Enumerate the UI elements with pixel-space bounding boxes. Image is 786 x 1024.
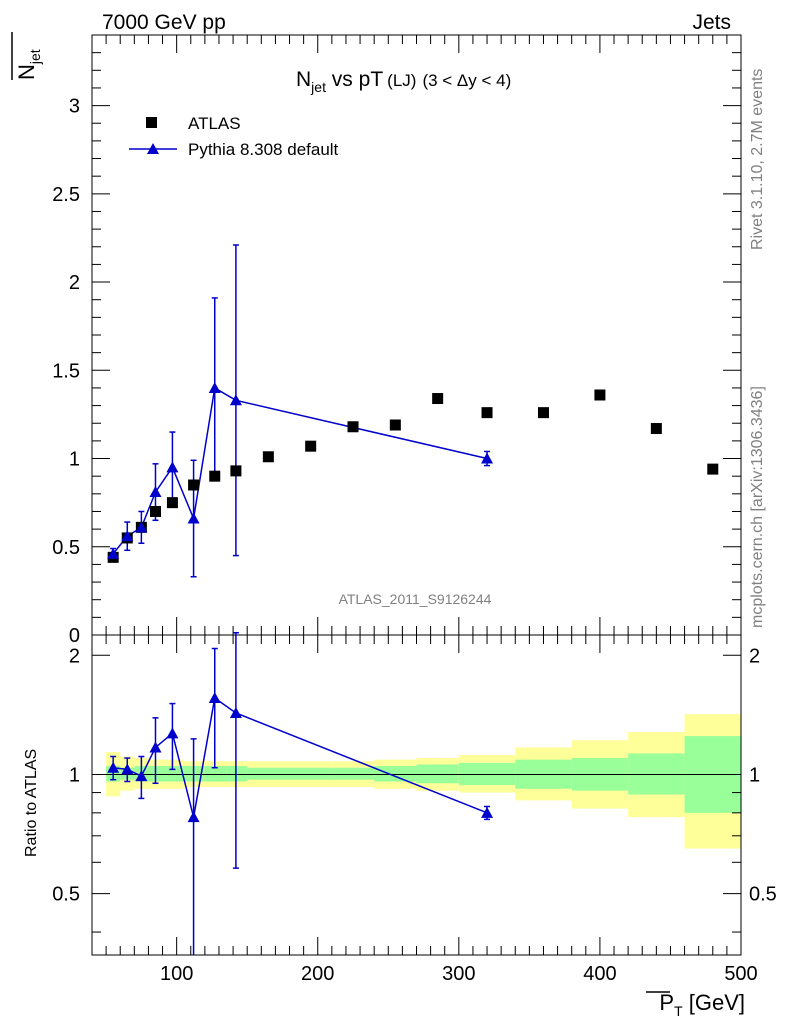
y-tick-label: 2.5 xyxy=(52,184,80,206)
y-tick-label: 1.5 xyxy=(52,360,80,382)
y-tick-label: 1 xyxy=(69,449,80,471)
atlas-point xyxy=(262,451,274,463)
x-tick-label: 100 xyxy=(160,963,193,985)
y-axis-label: Njet xyxy=(11,32,43,80)
y-tick-label: 0.5 xyxy=(52,537,80,559)
pythia-point xyxy=(208,381,221,393)
atlas-point xyxy=(166,497,178,509)
pythia-ratio-point xyxy=(107,761,120,773)
atlas-point xyxy=(650,423,662,435)
pythia-point xyxy=(166,461,179,473)
header-left: 7000 GeV pp xyxy=(102,11,226,34)
plot-title: Njet vs pT (LJ) (3 < Δy < 4) xyxy=(296,68,511,95)
svg-text:Njet: Njet xyxy=(14,49,43,80)
pythia-point xyxy=(149,486,162,498)
uncertainty-band-inner xyxy=(331,767,375,780)
atlas-point xyxy=(707,463,719,475)
svg-text:PT [GeV]: PT [GeV] xyxy=(659,990,745,1019)
header-right: Jets xyxy=(692,11,731,34)
atlas-point xyxy=(537,407,549,419)
x-axis-label: PT [GeV] xyxy=(646,990,745,1019)
main-panel: 0.5 1 1.5 2 2.5 3 0 xyxy=(52,34,742,647)
pythia-point xyxy=(229,394,242,406)
pythia-point xyxy=(481,452,494,464)
ratio-panel: 0.5 0.5 1 1 2 2 100 200 300 400 500 xyxy=(52,631,777,985)
atlas-point xyxy=(149,505,161,517)
legend-marker-pythia xyxy=(147,143,159,154)
atlas-point xyxy=(594,389,606,401)
pythia-ratio-point xyxy=(149,741,162,753)
ratio-y-tick-label-right: 2 xyxy=(749,645,760,667)
y-tick-label: 3 xyxy=(69,96,80,118)
atlas-point xyxy=(230,465,242,477)
x-tick-label: 300 xyxy=(442,963,475,985)
pythia-ratio-point xyxy=(208,691,221,703)
ratio-y-tick-label: 2 xyxy=(69,645,80,667)
atlas-point xyxy=(347,421,359,433)
legend-marker-atlas xyxy=(146,117,157,128)
x-tick-label: 200 xyxy=(301,963,334,985)
pythia-ratio-point xyxy=(187,811,200,823)
analysis-label: ATLAS_2011_S9126244 xyxy=(339,591,492,607)
atlas-point xyxy=(305,440,317,452)
atlas-point xyxy=(188,479,200,491)
pythia-ratio-point xyxy=(166,727,179,739)
uncertainty-band-inner xyxy=(374,766,417,782)
atlas-point xyxy=(209,470,221,482)
legend-label-pythia: Pythia 8.308 default xyxy=(188,140,339,159)
uncertainty-band-inner xyxy=(289,767,332,780)
pythia-ratio-point xyxy=(481,806,494,818)
ratio-y-axis-label: Ratio to ATLAS xyxy=(23,749,40,857)
pythia-ratio-line xyxy=(113,696,488,818)
x-tick-label: 400 xyxy=(583,963,616,985)
y-tick-label: 2 xyxy=(69,272,80,294)
ratio-y-tick-label: 0.5 xyxy=(52,884,80,906)
pythia-point xyxy=(121,530,134,542)
uncertainty-band-inner xyxy=(416,764,459,784)
pythia-ratio-point xyxy=(121,763,134,775)
y-tick-label-zero: 0 xyxy=(69,625,80,647)
uncertainty-band-inner xyxy=(204,766,227,782)
legend-label-atlas: ATLAS xyxy=(188,114,241,133)
pythia-point xyxy=(135,521,148,533)
x-tick-label: 500 xyxy=(724,963,757,985)
atlas-point xyxy=(389,419,401,431)
legend: ATLAS Pythia 8.308 default xyxy=(129,114,339,159)
ratio-y-tick-label: 1 xyxy=(69,764,80,786)
pythia-point xyxy=(187,512,200,524)
ratio-y-tick-label-right: 1 xyxy=(749,764,760,786)
uncertainty-band-inner xyxy=(162,766,184,782)
mcplots-label: mcplots.cern.ch [arXiv:1306.3436] xyxy=(749,386,766,628)
uncertainty-band-inner xyxy=(247,767,290,780)
pythia-ratio-point xyxy=(229,706,242,718)
rivet-label: Rivet 3.1.10, 2.7M events xyxy=(749,69,766,250)
pythia-point xyxy=(107,547,120,559)
atlas-point xyxy=(432,393,444,405)
atlas-point xyxy=(481,407,493,419)
pythia-ratio-point xyxy=(135,770,148,782)
ratio-y-tick-label-right: 0.5 xyxy=(749,884,777,906)
